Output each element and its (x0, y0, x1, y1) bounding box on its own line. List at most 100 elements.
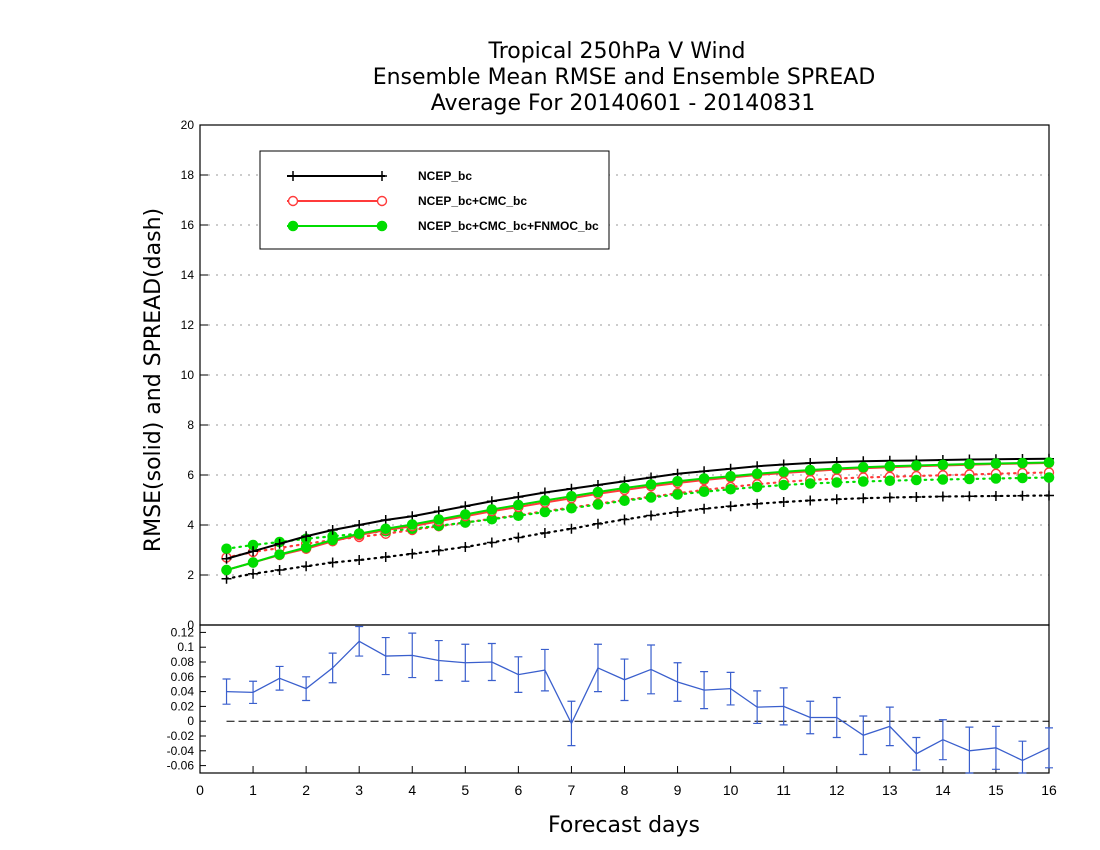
error-bar (381, 636, 390, 676)
data-point (778, 497, 789, 507)
data-point (884, 492, 895, 503)
data-point (911, 460, 922, 471)
error-bar (620, 658, 629, 702)
data-point (725, 483, 736, 495)
error-bar (859, 715, 868, 756)
data-point (619, 482, 630, 494)
x-tick-label: 6 (514, 782, 522, 798)
x-tick-label: 5 (461, 782, 469, 798)
data-point (725, 470, 736, 482)
data-point (672, 489, 683, 500)
x-tick-label: 2 (302, 782, 310, 798)
data-point (1043, 472, 1055, 483)
x-axis: 0 1 2 3 4 5 6 7 8 9 10 11 12 13 14 15 16 (196, 766, 1057, 798)
x-tick-label: 11 (776, 782, 791, 798)
data-point (1044, 490, 1054, 501)
error-bar (593, 643, 602, 693)
x-tick-label: 16 (1041, 782, 1057, 798)
error-bar (806, 700, 815, 735)
top-y-axis: 0 2 4 6 8 10 12 14 16 18 20 (181, 118, 208, 632)
legend-marker (287, 220, 299, 232)
series-line (226, 457, 1050, 560)
legend-label: NCEP_bc+CMC_bc+FNMOC_bc (418, 219, 599, 233)
x-tick-label: 0 (196, 782, 204, 798)
x-tick-label: 3 (355, 782, 363, 798)
data-point (752, 498, 763, 509)
data-point (964, 473, 975, 485)
error-bar (514, 656, 523, 693)
x-tick-label: 7 (568, 782, 576, 798)
data-point (539, 506, 551, 518)
top-y-axis-title: RMSE(solid) and SPREAD(dash) (141, 208, 166, 552)
data-point (698, 473, 710, 484)
data-point (354, 555, 365, 565)
data-point (460, 509, 471, 520)
data-point (751, 481, 763, 493)
data-point (884, 460, 896, 472)
data-point (699, 503, 710, 514)
x-tick-label: 4 (408, 782, 416, 798)
data-point (990, 458, 1002, 469)
data-point (672, 475, 683, 487)
difference-line (226, 640, 1050, 762)
bottom-series-group (222, 625, 1053, 774)
data-point (937, 459, 949, 471)
data-point (778, 479, 789, 491)
data-point (858, 493, 869, 504)
error-bar (487, 642, 496, 682)
bottom-y-tick-label: 0.02 (171, 699, 195, 713)
error-bar (355, 625, 364, 657)
data-point (964, 491, 975, 502)
data-point (831, 477, 843, 488)
x-tick-label: 9 (674, 782, 682, 798)
data-point (592, 486, 604, 498)
data-point (539, 495, 551, 506)
error-bar (912, 736, 921, 771)
data-point (646, 510, 657, 521)
x-tick-label: 12 (829, 782, 845, 798)
data-point (407, 548, 418, 559)
error-bar (222, 678, 231, 705)
data-point (804, 478, 816, 489)
top-y-tick-label: 16 (181, 218, 195, 232)
data-point (857, 461, 869, 473)
data-point (1017, 457, 1028, 469)
bottom-y-tick-label: -0.04 (167, 744, 195, 758)
data-point (592, 518, 603, 529)
top-y-tick-label: 20 (181, 118, 195, 132)
data-point (725, 501, 736, 512)
data-point (645, 492, 657, 503)
bottom-y-tick-label: -0.06 (167, 759, 195, 773)
data-point (221, 564, 232, 576)
error-bar (302, 676, 311, 702)
top-y-tick-label: 18 (181, 168, 195, 182)
data-point (406, 519, 418, 530)
top-y-tick-label: 0 (187, 618, 194, 632)
data-point (380, 515, 391, 525)
top-y-tick-label: 12 (181, 318, 195, 332)
error-bar (938, 719, 947, 761)
error-bar (461, 643, 470, 682)
legend-marker (377, 171, 387, 181)
error-bar (673, 662, 682, 702)
rmse-spread-panel: 0 2 4 6 8 10 12 14 16 18 20 RMSE(solid) and SPREAD… (141, 118, 1055, 632)
legend-marker (288, 171, 298, 181)
data-point (698, 486, 710, 498)
error-bar (567, 700, 576, 747)
data-point (831, 463, 843, 474)
data-point (301, 561, 312, 572)
data-point (433, 545, 444, 556)
error-bar (991, 725, 1000, 770)
difference-panel: -0.06-0.04-0.0200.020.040.060.080.10.12 … (167, 624, 1057, 838)
error-bar (700, 671, 709, 710)
error-bar (434, 639, 443, 682)
data-point (513, 510, 524, 522)
data-point (221, 553, 232, 564)
error-bar (832, 696, 841, 739)
data-point (884, 475, 896, 487)
data-point (274, 538, 285, 549)
error-bar (249, 680, 258, 705)
legend: NCEP_bc NCEP_bc+CMC_bc NCEP_bc+CMC_bc+FNMO… (259, 150, 610, 250)
data-point (751, 468, 763, 480)
